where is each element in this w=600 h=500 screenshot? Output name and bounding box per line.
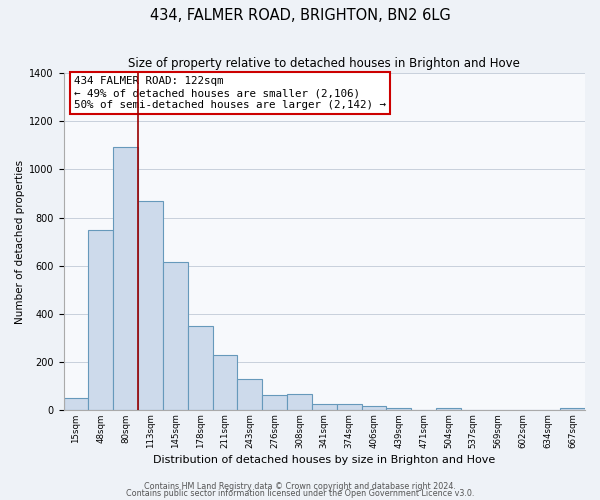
Text: Contains public sector information licensed under the Open Government Licence v3: Contains public sector information licen… (126, 490, 474, 498)
Bar (88, 230, 113, 410)
Bar (138, 201, 163, 410)
Bar (238, 379, 262, 410)
Bar (362, 406, 386, 410)
Bar (212, 356, 238, 410)
Bar (262, 394, 287, 410)
Bar (337, 404, 362, 410)
Text: 434, FALMER ROAD, BRIGHTON, BN2 6LG: 434, FALMER ROAD, BRIGHTON, BN2 6LG (149, 8, 451, 22)
Bar (436, 408, 461, 410)
Bar (113, 146, 138, 410)
Bar (188, 326, 212, 410)
Bar (287, 394, 312, 410)
Bar (64, 398, 88, 410)
Bar (312, 404, 337, 410)
Text: 434 FALMER ROAD: 122sqm
← 49% of detached houses are smaller (2,106)
50% of semi: 434 FALMER ROAD: 122sqm ← 49% of detache… (74, 76, 386, 110)
Title: Size of property relative to detached houses in Brighton and Hove: Size of property relative to detached ho… (128, 58, 520, 70)
Bar (560, 408, 585, 410)
X-axis label: Distribution of detached houses by size in Brighton and Hove: Distribution of detached houses by size … (153, 455, 496, 465)
Y-axis label: Number of detached properties: Number of detached properties (15, 160, 25, 324)
Text: Contains HM Land Registry data © Crown copyright and database right 2024.: Contains HM Land Registry data © Crown c… (144, 482, 456, 491)
Bar (163, 262, 188, 410)
Bar (386, 408, 411, 410)
